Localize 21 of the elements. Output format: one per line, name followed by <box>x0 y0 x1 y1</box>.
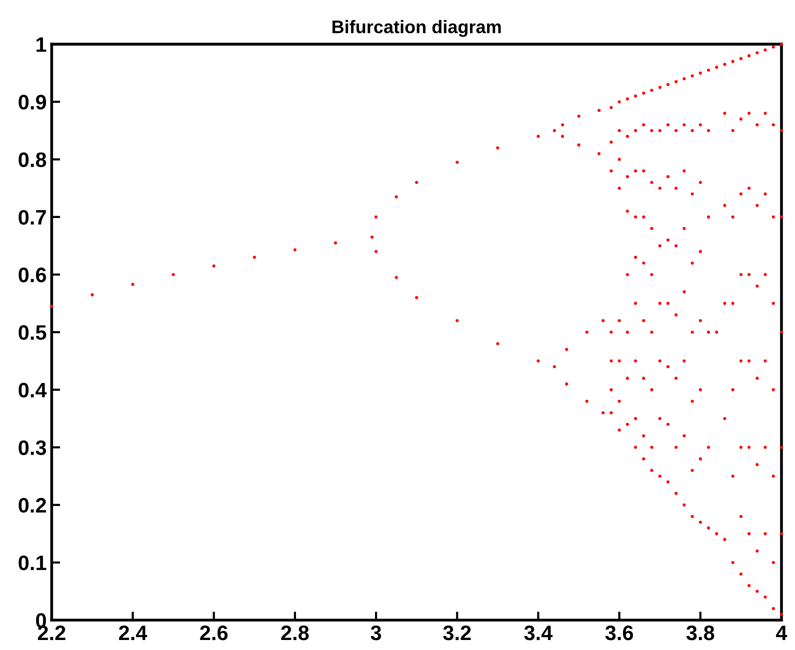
y-tick-label: 0.6 <box>18 268 46 282</box>
chart-title: Bifurcation diagram <box>332 20 501 37</box>
x-tick-label: 3.8 <box>686 626 714 640</box>
y-tick-label: 0.5 <box>18 325 46 340</box>
x-tick-label: 2.2 <box>38 626 66 640</box>
x-tick-label: 4 <box>776 626 788 640</box>
y-tick-label: 0.4 <box>18 382 47 398</box>
y-tick-label: 0.9 <box>18 94 46 110</box>
y-tick-label: 0.2 <box>18 498 46 513</box>
y-tick-label: 0.1 <box>18 556 46 570</box>
y-tick-label: 1 <box>36 37 46 52</box>
x-tick-label: 3.2 <box>443 626 471 640</box>
x-tick-label: 3.6 <box>605 626 634 640</box>
x-tick-label: 2.8 <box>281 626 309 640</box>
y-tick-label: 0.7 <box>18 210 46 225</box>
x-tick-label: 3.4 <box>524 626 553 640</box>
y-tick-label: 0.3 <box>18 440 46 456</box>
x-tick-label: 2.6 <box>200 626 228 640</box>
x-tick-label: 3 <box>370 626 382 640</box>
y-tick-label: 0.8 <box>18 152 46 168</box>
x-tick-label: 2.4 <box>119 626 148 640</box>
